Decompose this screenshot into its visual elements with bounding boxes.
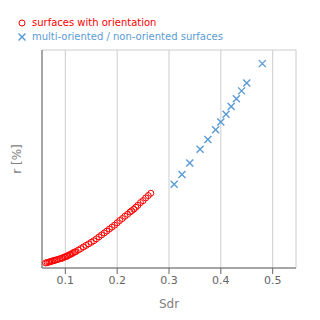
svg-text:r [%]: r [%]	[10, 144, 24, 174]
svg-text:0.4: 0.4	[212, 274, 230, 287]
html-text:surfaces with orientation: surfaces with orientation	[32, 17, 157, 28]
html-text:multi-oriented / non-oriented: multi-oriented / non-oriented surfaces	[32, 31, 223, 42]
svg-text:0.2: 0.2	[108, 274, 126, 287]
svg-text:0.3: 0.3	[160, 274, 178, 287]
svg-text:0.5: 0.5	[264, 274, 282, 287]
svg-text:Sdr: Sdr	[159, 297, 179, 311]
svg-text:0.1: 0.1	[57, 274, 75, 287]
